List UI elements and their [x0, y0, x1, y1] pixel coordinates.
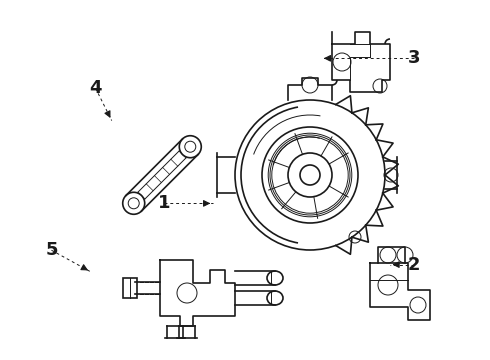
- Text: 3: 3: [408, 49, 420, 67]
- Text: 1: 1: [158, 194, 171, 212]
- Text: 4: 4: [89, 79, 102, 97]
- Bar: [123, 278, 137, 298]
- Text: 5: 5: [45, 241, 58, 259]
- Text: 2: 2: [408, 256, 420, 274]
